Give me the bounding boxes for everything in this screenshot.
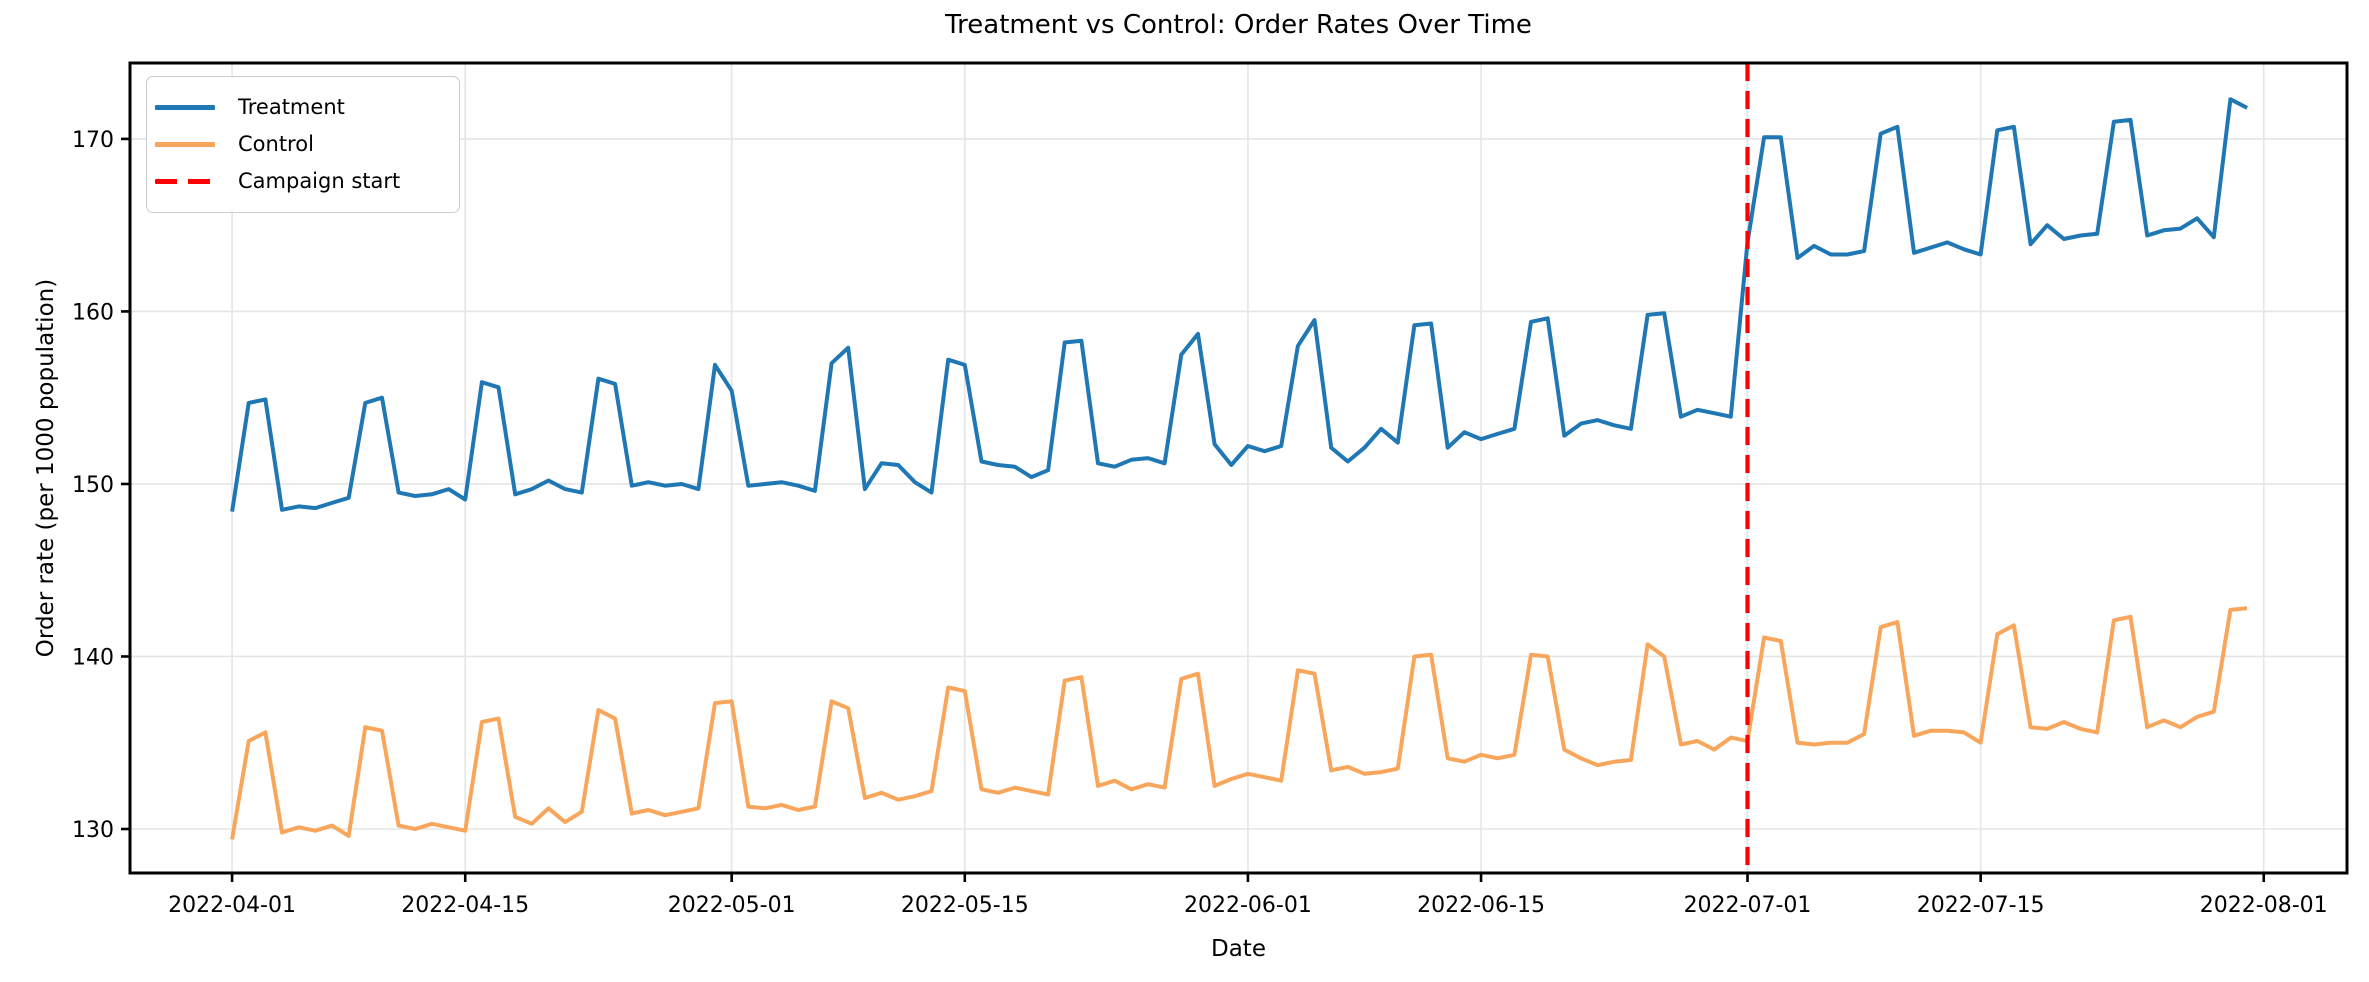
x-tick-label: 2022-06-15 bbox=[1417, 893, 1545, 918]
plot-border bbox=[128, 61, 2349, 875]
y-axis-label: Order rate (per 1000 population) bbox=[33, 278, 59, 658]
y-tick-label: 140 bbox=[72, 645, 114, 670]
x-tick-label: 2022-07-15 bbox=[1917, 893, 2045, 918]
y-tick-label: 170 bbox=[72, 128, 114, 153]
control-line-swatch bbox=[155, 142, 215, 147]
chart-title: Treatment vs Control: Order Rates Over T… bbox=[945, 10, 1532, 40]
campaign-start-dash-swatch bbox=[155, 179, 215, 184]
x-tick-label: 2022-04-15 bbox=[401, 893, 529, 918]
x-axis-label: Date bbox=[1211, 936, 1266, 962]
treatment-line bbox=[230, 97, 2249, 512]
legend: Treatment Control Campaign start bbox=[146, 76, 460, 213]
x-tick-label: 2022-04-01 bbox=[168, 893, 296, 918]
legend-item-treatment: Treatment bbox=[155, 97, 449, 118]
legend-item-control: Control bbox=[155, 134, 449, 155]
legend-label-campaign-start: Campaign start bbox=[238, 169, 401, 193]
treatment-line-swatch bbox=[155, 105, 215, 110]
legend-label-control: Control bbox=[238, 132, 314, 156]
x-tick-label: 2022-07-01 bbox=[1684, 893, 1812, 918]
x-tick-label: 2022-05-15 bbox=[901, 893, 1029, 918]
y-tick-label: 150 bbox=[72, 473, 114, 498]
y-tick-label: 130 bbox=[72, 818, 114, 843]
legend-item-campaign-start: Campaign start bbox=[155, 171, 449, 192]
y-tick-label: 160 bbox=[72, 300, 114, 325]
x-tick-label: 2022-05-01 bbox=[668, 893, 796, 918]
x-tick-label: 2022-08-01 bbox=[2200, 893, 2328, 918]
x-tick-label: 2022-06-01 bbox=[1184, 893, 1312, 918]
legend-label-treatment: Treatment bbox=[238, 95, 345, 119]
control-line bbox=[230, 606, 2248, 840]
